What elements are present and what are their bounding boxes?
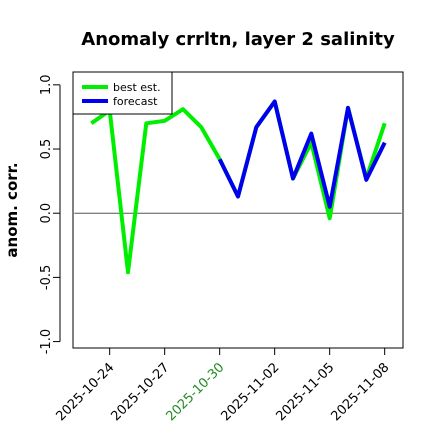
y-axis: -1.0 -0.5 0.0 0.5 1.0 xyxy=(39,74,61,354)
x-tick-label: 2025-10-30 xyxy=(163,360,227,424)
x-tick-label: 2025-11-02 xyxy=(218,360,282,424)
legend-label-forecast: forecast xyxy=(113,95,158,108)
x-tick-label: 2025-11-08 xyxy=(328,360,392,424)
x-tick-label: 2025-10-24 xyxy=(53,360,117,424)
x-tick-label: 2025-10-27 xyxy=(108,360,172,424)
y-axis-label: anom. corr. xyxy=(3,162,21,257)
series-line-forecast xyxy=(217,99,387,209)
series-line-best-est xyxy=(90,99,387,275)
y-tick-label: 0.0 xyxy=(39,203,54,224)
y-tick-label: 0.5 xyxy=(39,139,54,160)
legend-box xyxy=(72,71,173,115)
legend: best est. forecast xyxy=(72,71,173,115)
series-layer xyxy=(90,99,387,275)
legend-label-best-est: best est. xyxy=(113,81,161,94)
y-tick-label: -1.0 xyxy=(39,329,54,354)
y-tick-label: -0.5 xyxy=(39,265,54,290)
y-tick-label: 1.0 xyxy=(39,74,54,95)
x-tick-label: 2025-11-05 xyxy=(273,360,337,424)
x-axis: 2025-10-242025-10-272025-10-302025-11-02… xyxy=(53,347,392,424)
chart-title: Anomaly crrltn, layer 2 salinity xyxy=(81,29,395,50)
